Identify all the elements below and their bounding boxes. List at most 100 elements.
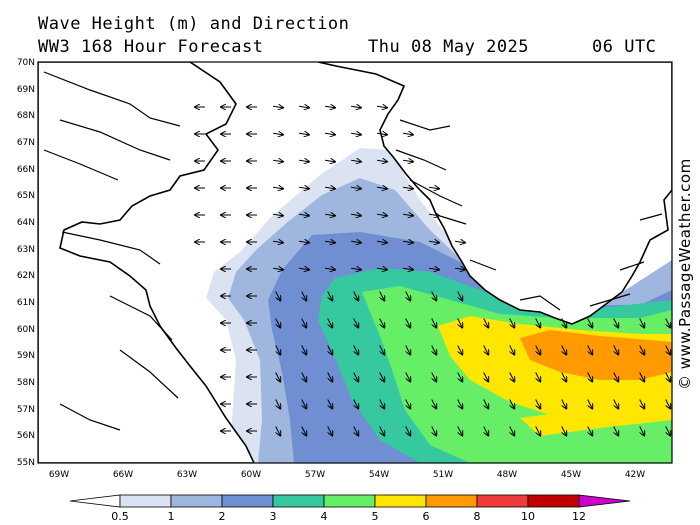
colorbar-label: 3 [270, 510, 277, 523]
wave-direction-arrow [483, 426, 489, 436]
wave-direction-arrow [273, 241, 283, 242]
map-title: Wave Height (m) and Direction [38, 14, 350, 34]
colorbar-swatch [374, 494, 427, 508]
lon-label: 69W [49, 470, 69, 480]
wave-direction-arrow [639, 318, 645, 328]
wave-direction-arrow [405, 345, 411, 355]
wave-direction-arrow [639, 399, 645, 409]
wave-direction-arrow [613, 426, 619, 436]
wave-direction-arrow [351, 106, 361, 107]
lat-label: 65N [17, 191, 35, 201]
wave-direction-arrow [509, 399, 515, 409]
wave-direction-arrow [301, 345, 307, 355]
lon-label: 45W [561, 470, 581, 480]
lon-label: 63W [177, 470, 197, 480]
wave-direction-arrow [405, 426, 411, 436]
wave-direction-arrow [275, 291, 281, 301]
colorbar-label: 2 [219, 510, 226, 523]
wave-direction-arrow [535, 345, 541, 355]
wave-direction-arrow [327, 291, 333, 301]
wave-direction-arrow [325, 160, 335, 161]
wave-direction-arrow [429, 241, 439, 242]
wave-direction-arrow [431, 318, 437, 328]
wave-direction-arrow [403, 241, 413, 242]
wave-direction-arrow [325, 214, 335, 215]
wave-direction-arrow [301, 318, 307, 328]
wave-direction-arrow [327, 399, 333, 409]
wave-direction-arrow [275, 318, 281, 328]
colorbar-label: 8 [474, 510, 481, 523]
colorbar-label: 4 [321, 510, 328, 523]
wave-direction-arrows [195, 106, 670, 435]
colorbar-swatch [425, 494, 478, 508]
lat-label: 56N [17, 431, 35, 441]
wave-direction-arrow [483, 372, 489, 382]
lon-label: 51W [433, 470, 453, 480]
wave-direction-arrow [665, 426, 671, 436]
wave-direction-arrow [455, 241, 465, 242]
wave-direction-arrow [377, 187, 387, 188]
lat-label: 70N [17, 58, 35, 68]
wave-direction-arrow [353, 291, 359, 301]
wave-direction-arrow [405, 399, 411, 409]
wave-direction-arrow [301, 399, 307, 409]
lat-label: 69N [17, 85, 35, 95]
wave-direction-arrow [483, 345, 489, 355]
wave-field [38, 62, 672, 463]
wave-direction-arrow [273, 214, 283, 215]
wave-direction-arrow [299, 268, 309, 269]
wave-direction-arrow [273, 187, 283, 188]
lon-label: 57W [305, 470, 325, 480]
wave-direction-arrow [405, 318, 411, 328]
lat-label: 57N [17, 405, 35, 415]
wave-direction-arrow [377, 133, 387, 134]
wave-direction-arrow [353, 345, 359, 355]
wave-direction-arrow [483, 318, 489, 328]
wave-direction-arrow [325, 187, 335, 188]
wave-direction-arrow [403, 160, 413, 161]
lat-label: 55N [17, 458, 35, 468]
wave-direction-arrow [301, 426, 307, 436]
wave-direction-arrow [327, 345, 333, 355]
wave-direction-arrow [561, 372, 567, 382]
wave-direction-arrow [431, 426, 437, 436]
wave-direction-arrow [275, 426, 281, 436]
wave-direction-arrow [351, 214, 361, 215]
wave-direction-arrow [379, 345, 385, 355]
wave-direction-arrow [377, 106, 387, 107]
wave-direction-arrow [639, 345, 645, 355]
wave-direction-arrow [509, 318, 515, 328]
wave-direction-arrow [639, 426, 645, 436]
wave-direction-arrow [403, 214, 413, 215]
wave-direction-arrow [509, 345, 515, 355]
wave-direction-arrow [587, 426, 593, 436]
wave-direction-arrow [353, 318, 359, 328]
baffin-coast-inlets [43, 71, 181, 431]
wave-direction-arrow [273, 133, 283, 134]
wave-direction-arrow [587, 372, 593, 382]
wave-direction-arrow [561, 318, 567, 328]
lon-label: 60W [241, 470, 261, 480]
forecast-subtitle: WW3 168 Hour Forecast [38, 37, 264, 57]
wave-direction-arrow [587, 399, 593, 409]
lat-label: 61N [17, 298, 35, 308]
wave-direction-arrow [299, 214, 309, 215]
colorbar-swatch [170, 494, 223, 508]
wave-direction-arrow [665, 399, 671, 409]
wave-direction-arrow [429, 268, 439, 269]
colorbar-swatch [527, 494, 580, 508]
colorbar-max-triangle [578, 494, 631, 508]
wave-direction-arrow [561, 345, 567, 355]
wave-direction-arrow [457, 345, 463, 355]
wave-direction-arrow [299, 106, 309, 107]
wave-direction-arrow [351, 241, 361, 242]
wave-direction-arrow [377, 241, 387, 242]
wave-direction-arrow [301, 372, 307, 382]
wave-direction-arrow [613, 372, 619, 382]
wave-direction-arrow [299, 241, 309, 242]
wave-direction-arrow [379, 291, 385, 301]
lat-label: 58N [17, 378, 35, 388]
wave-direction-arrow [353, 399, 359, 409]
wave-direction-arrow [429, 187, 439, 188]
wave-direction-arrow [379, 426, 385, 436]
